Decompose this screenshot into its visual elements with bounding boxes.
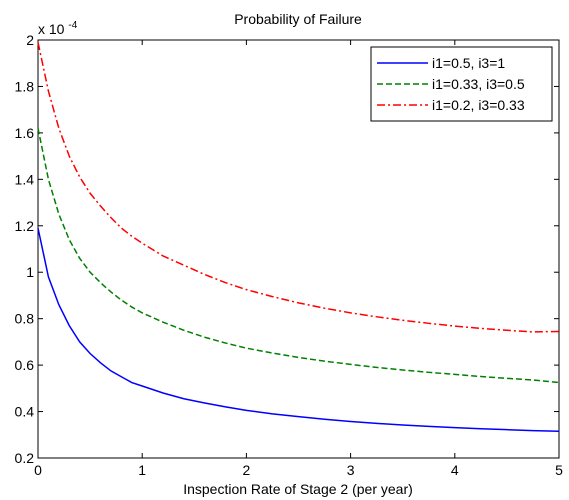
legend-label-3: i1=0.2, i3=0.33 [432,97,525,113]
series-layer [37,42,560,433]
y-tick-label: 2 [26,32,34,48]
series-line-2 [37,128,560,384]
legend-label-2: i1=0.33, i3=0.5 [432,76,525,92]
y-tick-label: 0.2 [15,450,35,466]
x-tick-label: 0 [34,462,42,478]
x-tick-label: 3 [347,462,355,478]
x-tick-label: 2 [243,462,251,478]
y-scale-factor: x 10 -4 [38,20,78,37]
y-tick-label: 0.8 [15,311,35,327]
legend-box [370,46,553,122]
x-tick-label: 4 [451,462,459,478]
y-tick-label: 1.4 [15,171,35,187]
y-scale-prefix: x 10 [38,21,65,37]
legend-label-1: i1=0.5, i3=1 [432,55,505,71]
y-tick-label: 1 [26,264,34,280]
series-line-3 [37,42,560,333]
y-tick-label: 1.2 [15,218,35,234]
y-tick-label: 1.8 [15,78,35,94]
x-tick-label: 5 [555,462,563,478]
x-tick-label: 1 [138,462,146,478]
series-line-1 [37,227,560,433]
x-axis-label: Inspection Rate of Stage 2 (per year) [183,481,413,497]
legend: i1=0.5, i3=1 i1=0.33, i3=0.5 i1=0.2, i3=0.… [370,46,553,122]
y-scale-exponent: -4 [68,20,77,31]
axis-ticks: 0 1 2 3 4 5 0.2 0.4 0.6 0.8 1 1.2 1.4 1.6 1.8 2 [15,32,564,478]
chart-title: Probability of Failure [234,11,362,27]
y-tick-label: 0.6 [15,357,35,373]
y-tick-label: 1.6 [15,125,35,141]
y-tick-label: 0.4 [15,404,35,420]
